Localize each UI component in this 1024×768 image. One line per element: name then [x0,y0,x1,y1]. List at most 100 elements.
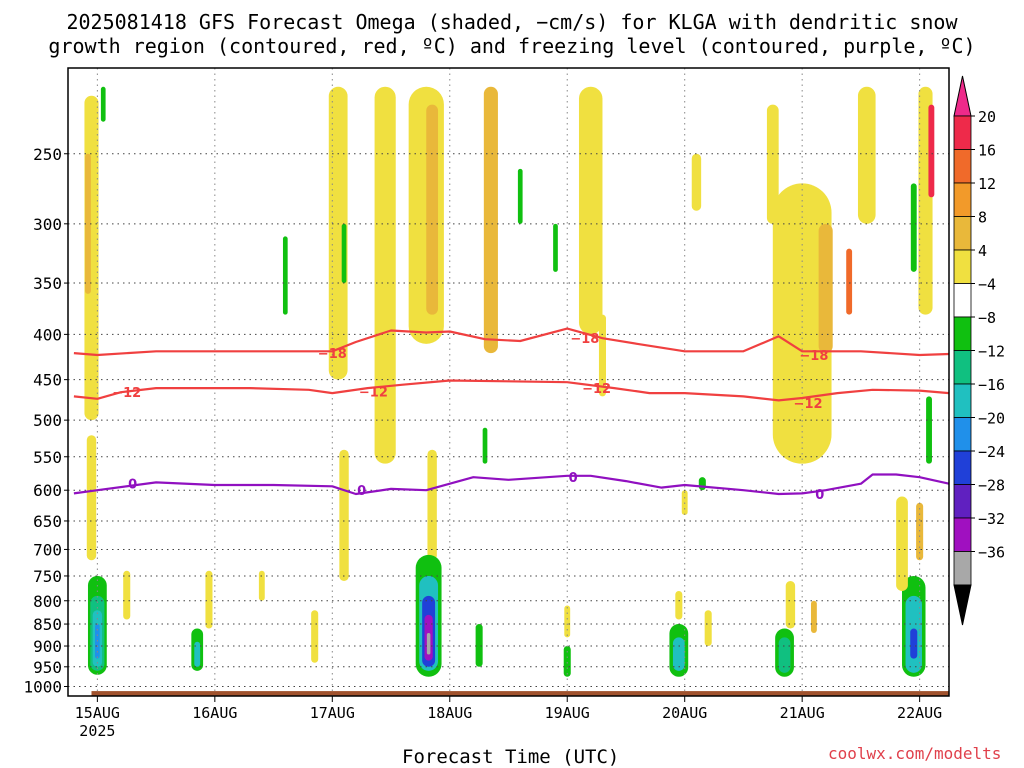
colorbar-label: −28 [978,477,1005,495]
y-tick-label: 250 [33,145,62,164]
omega-shade-region [910,628,918,659]
omega-shade-region [563,646,571,677]
omega-shade-region [475,624,483,667]
grid [68,68,949,696]
omega-shade-region [123,570,131,620]
contour-label: −12 [359,385,388,400]
colorbar-bin [953,283,972,318]
omega-shade-region [675,591,683,620]
colorbar-bin [953,551,972,586]
omega-shade-region [672,637,685,671]
omega-shade-region [205,570,213,629]
omega-shade-region [517,168,523,224]
omega-shade-region [100,86,106,122]
colorbar-label: 20 [978,108,996,126]
colorbar-label: 4 [978,242,987,260]
y-tick-label: 750 [33,567,62,586]
x-tick-label: 20AUG [662,704,707,722]
x-tick-label: 19AUG [545,704,590,722]
omega-shade-region [408,86,444,344]
colorbar-top-extension [953,75,972,117]
omega-shade-region [857,86,876,224]
plot-frame [67,67,950,697]
x-tick-sublabel: 2025 [79,722,115,740]
y-tick-label: 350 [33,274,62,293]
omega-shade-region [86,435,97,561]
colorbar-label: −16 [978,376,1005,394]
y-tick-label: 550 [33,448,62,467]
contour-label: −18 [799,349,828,364]
y-tick-label: 400 [33,325,62,344]
ground-surface [91,691,949,696]
omega-shade-region [785,581,796,629]
omega-shade-region [374,86,396,464]
omega-shade-region [578,86,603,335]
omega-shade-region [426,104,439,315]
omega-shade-region [483,86,498,354]
contour-label: −18 [570,332,599,347]
omega-shade-region [896,496,908,592]
contour-label: −12 [582,382,611,397]
colorbar-bin [953,149,972,184]
omega-shade-region [916,502,924,561]
omega-shade-region [311,610,319,663]
colorbar-bin [953,115,972,150]
omega-shade-region [926,396,932,464]
omega-shade-region [85,153,91,294]
contour-label: 0 [815,488,824,503]
y-axis: 250 300 350 400 450 500 550 600 650 700 750 800 850 9… [23,145,68,697]
colorbar-bin [953,484,972,519]
omega-shading [84,86,935,677]
y-tick-label: 950 [33,658,62,677]
x-tick-label: 17AUG [310,704,355,722]
contour-line [73,327,950,357]
omega-shade-region [810,600,817,633]
colorbar-bin [953,450,972,485]
colorbar-bin [953,182,972,217]
y-tick-label: 900 [33,637,62,656]
colorbar-label: 16 [978,142,996,160]
x-tick-label: 18AUG [427,704,472,722]
colorbar-bin [953,350,972,385]
omega-shade-region [704,610,712,647]
omega-shade-region [426,632,431,655]
y-tick-label: 500 [33,411,62,430]
omega-shade-region [818,223,833,354]
colorbar-bin [953,249,972,284]
colorbar-bin [953,517,972,552]
chart-title-line-2: growth region (contoured, red, ºC) and f… [48,34,976,58]
colorbar-label: −36 [978,544,1005,562]
omega-shade-region [564,605,571,638]
contour-label: 0 [569,471,578,486]
omega-shade-region [553,223,558,272]
colorbar-bin [953,216,972,251]
colorbar-label: 12 [978,175,996,193]
contours [73,327,950,496]
omega-shade-region [778,637,791,673]
omega-shade-region [339,449,349,582]
y-tick-label: 450 [33,371,62,390]
y-tick-label: 700 [33,540,62,559]
omega-shade-region [691,153,702,211]
omega-shade-region [846,248,853,315]
contour-label: 0 [128,478,137,493]
x-tick-label: 22AUG [897,704,942,722]
omega-shade-region [482,427,488,464]
colorbar-label: −20 [978,410,1005,428]
omega-shade-region [598,314,606,397]
x-tick-label: 15AUG [75,704,120,722]
omega-shade-region [427,449,437,561]
colorbar-label: −32 [978,510,1005,528]
y-tick-label: 800 [33,592,62,611]
omega-shade-region [282,236,288,315]
colorbar-label: −4 [978,276,996,294]
omega-shade-region [910,183,917,272]
credit-text: coolwx.com/modelts [828,744,1002,763]
omega-shade-region [928,104,935,198]
colorbar-bottom-extension [953,584,972,626]
colorbar-label: −12 [978,343,1005,361]
y-tick-label: 850 [33,615,62,634]
omega-shade-region [772,183,832,464]
x-tick-label: 16AUG [192,704,237,722]
